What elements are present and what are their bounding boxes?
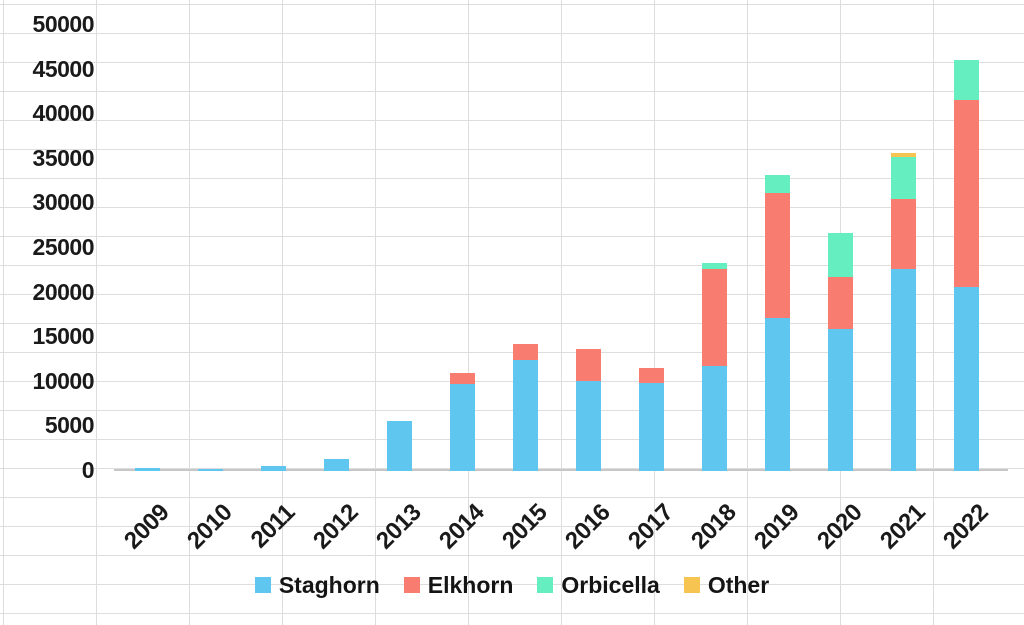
x-tick-label-2018: 2018 — [686, 499, 742, 555]
y-tick-label: 50000 — [32, 11, 95, 37]
y-tick-label: 35000 — [32, 145, 95, 171]
x-axis-line — [114, 469, 1008, 471]
bar-segment-staghorn-2020[interactable] — [828, 329, 853, 471]
bar-segment-staghorn-2013[interactable] — [387, 421, 412, 471]
bar-segment-staghorn-2010[interactable] — [198, 469, 223, 471]
x-tick-label-2020: 2020 — [812, 499, 868, 555]
x-tick-label-2009: 2009 — [119, 499, 175, 555]
y-tick-label: 40000 — [32, 100, 95, 126]
legend-item-elkhorn[interactable]: Elkhorn — [403, 571, 514, 599]
legend-item-staghorn[interactable]: Staghorn — [254, 571, 380, 599]
x-tick-label-2021: 2021 — [875, 499, 931, 555]
x-tick-label-2013: 2013 — [371, 499, 427, 555]
bar-segment-elkhorn-2014[interactable] — [450, 372, 475, 385]
bar-segment-staghorn-2017[interactable] — [639, 382, 664, 471]
y-tick-label: 25000 — [32, 234, 95, 260]
bar-segment-staghorn-2009[interactable] — [135, 468, 160, 471]
y-tick-label: 15000 — [32, 323, 95, 349]
bar-segment-staghorn-2014[interactable] — [450, 384, 475, 471]
x-tick-label-2022: 2022 — [938, 499, 994, 555]
bar-segment-staghorn-2015[interactable] — [513, 360, 538, 471]
legend-label: Other — [707, 571, 770, 598]
y-tick-label: 45000 — [32, 56, 95, 82]
legend-swatch-orbicella — [537, 577, 554, 593]
bar-segment-elkhorn-2018[interactable] — [702, 268, 727, 366]
x-tick-label-2016: 2016 — [560, 499, 616, 555]
bar-segment-elkhorn-2015[interactable] — [513, 344, 538, 361]
bar-segment-other-2021[interactable] — [891, 152, 916, 157]
bar-segment-staghorn-2011[interactable] — [261, 466, 286, 471]
bar-segment-elkhorn-2016[interactable] — [576, 348, 601, 381]
x-tick-label-2014: 2014 — [434, 499, 490, 555]
x-tick-label-2017: 2017 — [623, 499, 679, 555]
y-tick-label: 20000 — [32, 279, 95, 305]
legend-swatch-elkhorn — [403, 577, 420, 593]
bar-segment-orbicella-2018[interactable] — [702, 263, 727, 269]
y-tick-label: 0 — [81, 457, 95, 483]
bar-segment-staghorn-2016[interactable] — [576, 380, 601, 471]
legend-item-other[interactable]: Other — [683, 571, 770, 599]
x-tick-label-2012: 2012 — [308, 499, 364, 555]
bar-segment-staghorn-2018[interactable] — [702, 365, 727, 471]
legend-item-orbicella[interactable]: Orbicella — [537, 571, 660, 599]
y-tick-label: 5000 — [44, 412, 95, 438]
legend-label: Staghorn — [278, 571, 380, 598]
bar-segment-staghorn-2021[interactable] — [891, 269, 916, 471]
y-tick-label: 10000 — [32, 368, 95, 394]
bar-segment-orbicella-2019[interactable] — [765, 174, 790, 193]
bar-segment-orbicella-2021[interactable] — [891, 157, 916, 199]
legend-label: Orbicella — [561, 571, 660, 598]
bar-segment-orbicella-2020[interactable] — [828, 232, 853, 277]
bar-segment-elkhorn-2019[interactable] — [765, 192, 790, 318]
x-tick-label-2011: 2011 — [246, 499, 301, 554]
bar-segment-staghorn-2022[interactable] — [954, 287, 979, 471]
bar-segment-staghorn-2019[interactable] — [765, 317, 790, 471]
x-tick-label-2010: 2010 — [182, 499, 238, 555]
legend-swatch-staghorn — [254, 577, 271, 593]
bar-segment-elkhorn-2022[interactable] — [954, 99, 979, 288]
bar-segment-staghorn-2012[interactable] — [324, 458, 349, 471]
legend: Staghorn Elkhorn Orbicella Other — [0, 570, 1024, 600]
bar-segment-elkhorn-2020[interactable] — [828, 276, 853, 330]
bar-segment-elkhorn-2017[interactable] — [639, 368, 664, 383]
legend-label: Elkhorn — [427, 571, 514, 598]
x-tick-label-2015: 2015 — [497, 499, 553, 555]
bar-segment-orbicella-2022[interactable] — [954, 59, 979, 100]
bar-segment-elkhorn-2021[interactable] — [891, 198, 916, 270]
legend-swatch-other — [683, 577, 700, 593]
x-tick-label-2019: 2019 — [749, 499, 805, 555]
y-tick-label: 30000 — [32, 189, 95, 215]
